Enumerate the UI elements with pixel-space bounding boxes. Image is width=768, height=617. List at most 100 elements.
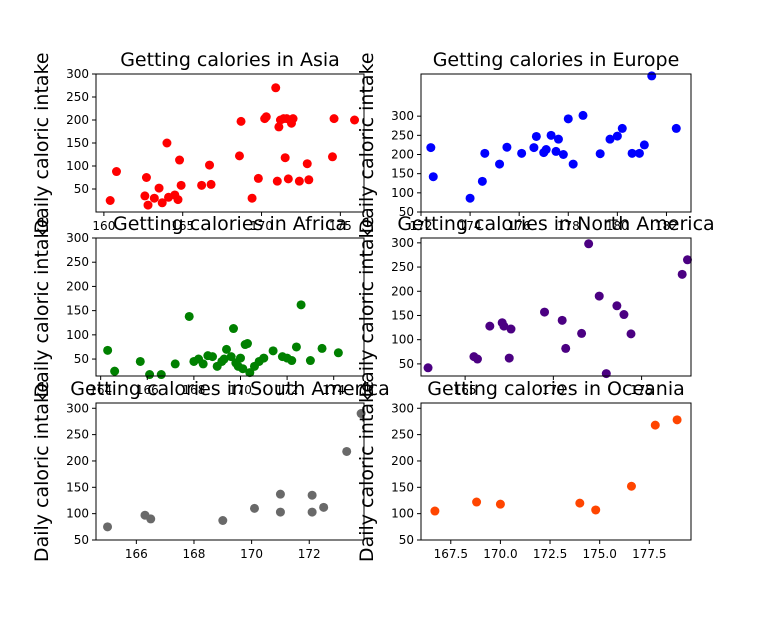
data-point [275,507,285,517]
data-point [253,173,263,183]
data-point [319,502,329,512]
x-tick-label: 167.5 [434,547,468,561]
data-point [423,363,433,373]
scatter-series [105,83,360,210]
data-point [280,153,290,163]
y-tick-label: 150 [391,308,414,322]
x-tick-label: 172 [276,383,299,397]
plot-frame [420,237,692,377]
data-point [594,291,604,301]
y-tick-label: 50 [74,352,89,366]
data-point [135,356,145,366]
data-point [141,173,151,182]
data-point [356,409,366,419]
x-tick-label: 168 [182,383,205,397]
data-point [149,193,159,203]
y-tick-label: 250 [66,428,89,442]
subplot-title: Getting calories in North America [397,213,714,235]
data-point [617,123,627,133]
data-point [235,353,245,363]
y-tick-label: 50 [399,205,414,219]
x-tick-label: 168 [183,547,206,561]
y-tick-label: 150 [66,136,89,150]
data-point [157,198,167,208]
data-point [329,114,339,124]
data-point [275,489,285,499]
data-point [563,114,573,124]
data-point [219,354,229,364]
data-point [634,148,644,158]
data-point [627,148,637,158]
x-tick-label: 176 [508,219,531,233]
subplot-title: Getting calories in Oceania [427,378,685,400]
data-point [578,110,588,120]
plot-frame [95,237,365,377]
plot-frame [95,402,365,541]
y-tick-label: 250 [391,128,414,142]
y-tick-label: 50 [399,533,414,547]
data-point [146,514,156,524]
y-tick-label: 150 [66,480,89,494]
x-tick-label: 172.5 [533,547,567,561]
data-point [294,176,304,186]
y-tick-label: 200 [391,148,414,162]
data-point [472,354,482,364]
data-point [245,368,255,378]
data-point [268,346,278,356]
data-point [247,193,257,203]
y-tick-label: 250 [66,90,89,104]
y-tick-label: 300 [391,401,414,415]
x-tick-label: 172 [410,219,433,233]
data-point [672,415,682,425]
data-point [261,112,271,122]
x-tick-label: 170 [542,383,565,397]
y-tick-label: 100 [66,328,89,342]
data-point [105,196,115,205]
y-axis-label: Daily caloric intake [356,216,378,397]
data-point [333,348,343,358]
data-point [650,420,660,430]
y-tick-label: 300 [66,67,89,81]
data-point [541,145,551,155]
data-point [531,131,541,141]
data-point [173,195,183,205]
data-point [307,507,317,517]
data-point [103,522,113,532]
subplot-6: 50 100 150 200 250 300 167.5 170.0 172.5 175.0 177… [356,378,692,562]
subplot-title: Getting calories in Asia [120,49,340,71]
y-axis-label: Daily caloric intake [31,216,53,397]
data-point [143,200,153,210]
data-point [485,321,495,331]
data-point [304,175,314,185]
data-point [234,151,244,161]
data-point [430,506,440,516]
data-point [271,83,281,93]
y-tick-label: 250 [391,260,414,274]
y-tick-label: 150 [391,480,414,494]
data-point [291,342,301,352]
x-tick-label: 170.0 [483,547,517,561]
y-tick-label: 250 [66,255,89,269]
y-tick-label: 300 [391,236,414,250]
data-point [175,155,185,165]
x-tick-label: 166 [125,547,148,561]
data-point [103,345,113,355]
data-point [287,356,297,366]
data-point [317,343,327,353]
scatter-series [423,239,692,379]
x-tick-label: 178 [557,219,580,233]
y-tick-label: 300 [66,401,89,415]
data-point [249,503,259,513]
data-point [626,481,636,491]
data-point [222,344,231,354]
data-point [677,269,687,279]
data-point [546,130,556,140]
y-axis-label: Daily caloric intake [31,381,53,562]
data-point [601,369,611,379]
data-point [208,352,218,362]
y-tick-label: 50 [399,357,414,371]
data-point [499,321,509,331]
